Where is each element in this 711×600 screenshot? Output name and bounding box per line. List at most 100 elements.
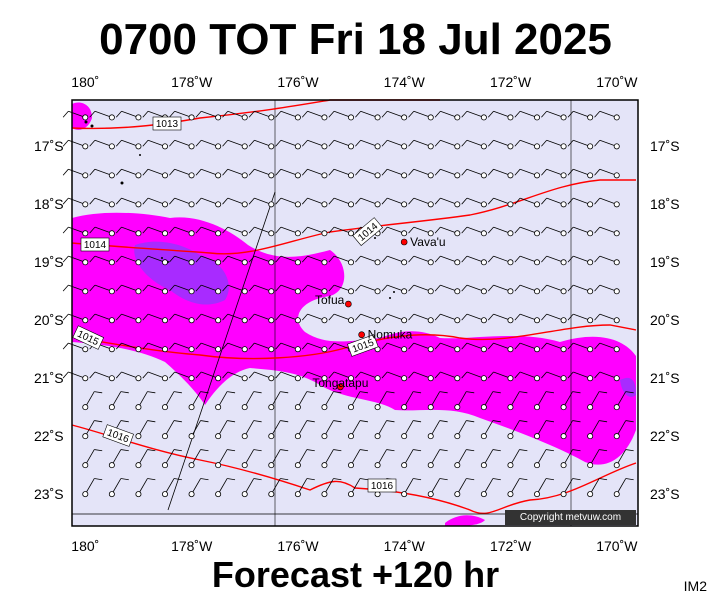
wind-barb	[135, 449, 156, 469]
place-marker: Vava'u	[400, 235, 446, 249]
wind-barb	[594, 197, 620, 208]
wind-barb	[115, 168, 142, 179]
wind-barb	[328, 371, 355, 382]
wind-barb	[594, 371, 620, 382]
wind-barb	[461, 255, 487, 266]
wind-barb	[355, 139, 381, 150]
wind-barb	[514, 168, 541, 179]
place-label: Vava'u	[410, 235, 445, 249]
place-marker: Tongatapu	[312, 376, 368, 391]
islands	[84, 120, 395, 299]
wind-barb	[560, 420, 581, 440]
wind-barb	[408, 197, 434, 208]
wind-barb	[461, 139, 487, 150]
wind-barb	[514, 342, 541, 353]
wind-barb	[461, 226, 487, 237]
wind-barb	[62, 139, 89, 150]
wind-barb	[115, 226, 142, 237]
lat-tick-label: 22˚S	[34, 428, 64, 445]
wind-barb	[301, 371, 328, 382]
wind-barbs	[62, 110, 634, 498]
wind-barb	[328, 197, 355, 208]
svg-text:1014: 1014	[84, 240, 107, 251]
wind-barb	[82, 391, 103, 411]
lon-tick-label: 174˚W	[383, 74, 425, 90]
wind-barb	[434, 255, 461, 266]
wind-barb	[594, 342, 620, 353]
wind-barb	[408, 255, 434, 266]
wind-barb	[454, 420, 475, 440]
wind-barb	[222, 371, 248, 382]
lon-tick-label: 176˚W	[277, 74, 319, 90]
wind-barb	[567, 197, 594, 208]
wind-barb	[427, 420, 448, 440]
wind-barb	[427, 449, 448, 469]
wind-barb	[534, 478, 554, 498]
wind-barb	[188, 420, 209, 440]
wind-barb	[62, 110, 89, 121]
wind-barb	[195, 313, 222, 324]
wind-barb	[487, 284, 514, 295]
wind-barb	[487, 226, 514, 237]
wind-barb	[248, 139, 275, 150]
wind-barb	[487, 371, 514, 382]
forecast-label: Forecast +120 hr	[211, 554, 500, 595]
wind-barb	[560, 478, 581, 498]
wind-barb	[275, 139, 301, 150]
lat-tick-label: 21˚S	[650, 370, 680, 387]
wind-barb	[514, 313, 541, 324]
wind-barb	[188, 391, 209, 411]
wind-barb	[487, 255, 514, 266]
wind-barb	[275, 226, 301, 237]
lon-tick-label: 174˚W	[383, 538, 425, 554]
wind-barb	[434, 313, 461, 324]
wind-barb	[275, 342, 301, 353]
wind-barb	[142, 371, 169, 382]
lat-tick-label: 23˚S	[34, 486, 64, 503]
wind-barb	[222, 197, 248, 208]
wind-barb	[62, 197, 89, 208]
wind-barb	[328, 284, 355, 295]
wind-barb	[348, 449, 368, 469]
wind-barb	[115, 284, 142, 295]
wind-barb	[188, 478, 209, 498]
wind-barb	[507, 449, 528, 469]
lon-tick-label: 172˚W	[489, 538, 532, 554]
wind-barb	[89, 168, 115, 179]
wind-barb	[594, 313, 620, 324]
rain-core-2	[620, 377, 636, 397]
wind-barb	[89, 197, 115, 208]
wind-barb	[567, 284, 594, 295]
wind-barb	[487, 110, 514, 121]
wind-barb	[480, 449, 501, 469]
wind-barb	[328, 168, 355, 179]
wind-barb	[594, 255, 620, 266]
wind-barb	[381, 342, 408, 353]
wind-barb	[195, 342, 222, 353]
wind-barb	[169, 139, 195, 150]
wind-barb	[135, 420, 156, 440]
wind-barb	[89, 313, 115, 324]
wind-barb	[560, 391, 581, 411]
wind-barb	[355, 110, 381, 121]
wind-barb	[195, 226, 222, 237]
wind-barb	[348, 478, 368, 498]
wind-barb	[454, 449, 475, 469]
wind-barb	[434, 342, 461, 353]
wind-barb	[613, 391, 634, 411]
wind-barb	[62, 226, 89, 237]
svg-text:1016: 1016	[371, 481, 394, 492]
map-frame	[71, 99, 639, 527]
wind-barb	[321, 391, 342, 411]
lon-tick-label: 180˚	[71, 74, 100, 90]
wind-barb	[268, 391, 289, 411]
wind-barb	[381, 313, 408, 324]
wind-barb	[115, 371, 142, 382]
wind-barb	[454, 478, 475, 498]
wind-barb	[169, 226, 195, 237]
wind-barb	[169, 371, 195, 382]
wind-barb	[434, 139, 461, 150]
wind-barb	[355, 168, 381, 179]
wind-barb	[222, 139, 248, 150]
wind-barb	[301, 342, 328, 353]
